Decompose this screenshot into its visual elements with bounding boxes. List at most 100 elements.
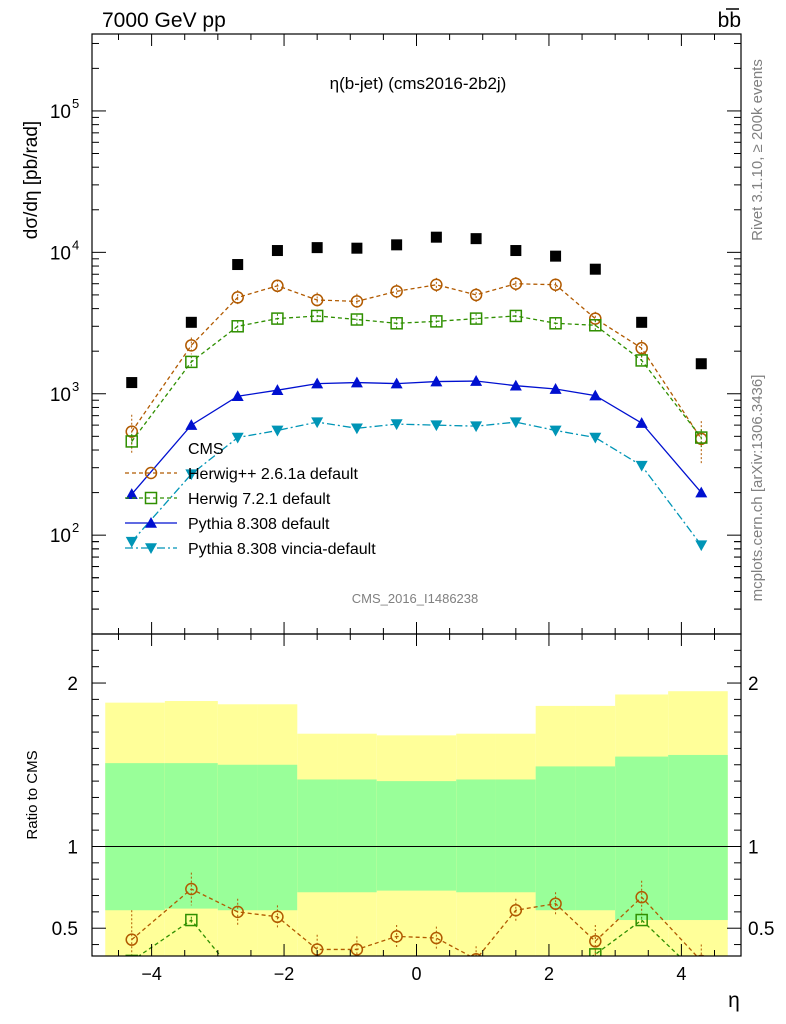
data-point bbox=[310, 293, 324, 307]
series-4 bbox=[125, 417, 708, 552]
ratio-y-tick-label-right: 1 bbox=[748, 837, 759, 858]
data-point bbox=[311, 242, 323, 254]
band-inner bbox=[456, 779, 496, 893]
legend-label: Pythia 8.308 vincia-default bbox=[188, 541, 376, 558]
legend-marker bbox=[144, 491, 158, 505]
data-point bbox=[125, 536, 138, 548]
band-inner bbox=[535, 766, 576, 911]
legend-entry: Pythia 8.308 vincia-default bbox=[125, 541, 376, 558]
right-label-top: Rivet 3.1.10, ≥ 200k events bbox=[749, 59, 766, 241]
ratio-point bbox=[510, 972, 521, 983]
ratio-point bbox=[635, 913, 648, 927]
y-tick-label-exponent: 3 bbox=[72, 379, 79, 394]
band-inner bbox=[615, 756, 669, 921]
data-point bbox=[350, 376, 363, 388]
data-point bbox=[695, 486, 708, 498]
data-point bbox=[635, 341, 648, 355]
ratio-point bbox=[185, 913, 198, 927]
band-inner bbox=[105, 763, 165, 911]
data-point bbox=[271, 279, 284, 293]
y-tick-label: 10 bbox=[50, 243, 71, 264]
legend-label: Pythia 8.308 default bbox=[188, 516, 330, 533]
data-point bbox=[271, 312, 284, 325]
data-point bbox=[231, 390, 244, 402]
ratio-point bbox=[350, 943, 364, 956]
data-point bbox=[125, 425, 138, 438]
data-point bbox=[509, 277, 523, 290]
ratio-y-tick-label-left: 1 bbox=[67, 837, 78, 858]
ratio-y-axis-label: Ratio to CMS bbox=[24, 750, 41, 839]
series-line bbox=[131, 380, 702, 495]
legend-marker bbox=[145, 543, 157, 554]
data-point bbox=[509, 379, 522, 391]
data-point bbox=[126, 377, 138, 389]
ratio-point bbox=[351, 972, 362, 983]
ratio-point bbox=[231, 905, 244, 919]
legend: CMS Herwig++ 2.6.1a default Herwig 7.2.1 d… bbox=[125, 441, 376, 558]
legend-marker bbox=[144, 466, 158, 480]
data-point bbox=[470, 375, 483, 386]
data-point bbox=[390, 317, 403, 330]
ratio-point bbox=[431, 972, 442, 983]
data-point bbox=[589, 263, 601, 275]
ratio-point bbox=[509, 903, 523, 917]
data-point bbox=[271, 245, 283, 257]
legend-label: CMS bbox=[188, 441, 224, 458]
ratio-y-tick-label-right: 0.5 bbox=[748, 919, 774, 940]
data-point bbox=[311, 417, 324, 429]
data-point bbox=[350, 423, 363, 435]
data-point bbox=[232, 259, 244, 271]
data-point bbox=[391, 239, 403, 251]
data-point bbox=[231, 320, 244, 333]
data-point bbox=[509, 309, 523, 323]
y-tick-label-exponent: 4 bbox=[72, 237, 79, 252]
data-point bbox=[635, 417, 648, 428]
ratio-point bbox=[391, 972, 402, 983]
data-point bbox=[390, 377, 403, 389]
data-point bbox=[635, 460, 648, 472]
ratio-point bbox=[696, 972, 707, 983]
data-point bbox=[695, 431, 708, 444]
ratio-plot-series bbox=[125, 872, 707, 983]
data-point bbox=[350, 313, 364, 326]
x-tick-label: 2 bbox=[544, 964, 554, 984]
data-point bbox=[390, 419, 403, 431]
ratio-y-tick-label-left: 2 bbox=[67, 674, 78, 695]
ratio-point bbox=[549, 897, 562, 910]
ratio-point bbox=[430, 931, 443, 945]
header-left: 7000 GeV pp bbox=[102, 9, 226, 32]
data-point bbox=[635, 354, 648, 367]
watermark: CMS_2016_I1486238 bbox=[352, 591, 479, 606]
data-point bbox=[430, 231, 442, 243]
series-0 bbox=[126, 231, 707, 389]
data-point bbox=[430, 278, 443, 291]
band-inner bbox=[575, 766, 616, 911]
x-tick-label: 0 bbox=[411, 964, 421, 984]
ratio-point bbox=[471, 972, 482, 983]
data-point bbox=[231, 291, 244, 304]
ratio-point bbox=[635, 890, 648, 904]
ratio-point bbox=[125, 954, 138, 956]
ratio-y-tick-label-right: 2 bbox=[748, 674, 759, 695]
data-point bbox=[636, 316, 648, 328]
data-point bbox=[550, 250, 562, 262]
x-axis-label: η bbox=[728, 989, 740, 1012]
legend-entry: CMS bbox=[188, 441, 224, 458]
data-point bbox=[695, 540, 708, 552]
band-inner bbox=[337, 779, 377, 893]
legend-entry: Pythia 8.308 default bbox=[125, 516, 330, 533]
data-point bbox=[185, 339, 198, 352]
data-point bbox=[589, 432, 602, 444]
data-point bbox=[510, 245, 522, 257]
data-point bbox=[470, 421, 483, 433]
data-point bbox=[549, 383, 562, 394]
y-tick-label: 10 bbox=[50, 102, 71, 123]
data-point bbox=[589, 389, 602, 401]
data-point bbox=[351, 242, 363, 254]
ratio-point bbox=[470, 953, 482, 956]
data-point bbox=[185, 469, 198, 481]
y-tick-label-exponent: 2 bbox=[72, 520, 79, 535]
band-inner bbox=[164, 763, 218, 909]
